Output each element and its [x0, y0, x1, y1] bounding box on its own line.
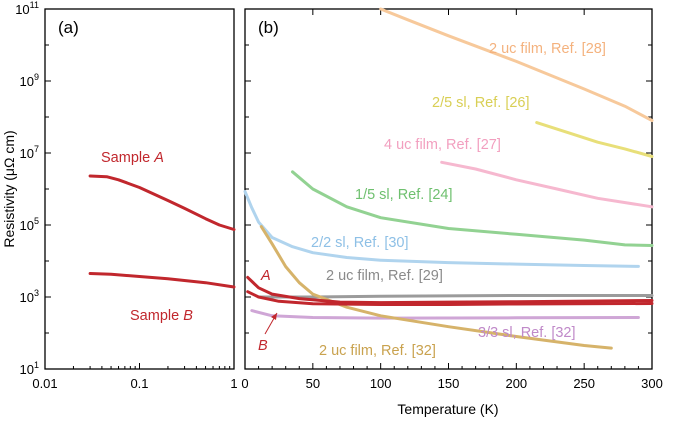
panel-a-series-line-0: [88, 174, 236, 231]
label-film-ref29: 2 uc film, Ref. [29]: [326, 268, 443, 284]
y-tick-label: 105: [20, 216, 39, 233]
sample-b-label-panel-a: Sample B: [130, 308, 193, 324]
panel-b-series: [243, 7, 654, 350]
panel-b-ref-series-line-6: [250, 309, 640, 320]
x-tick-label-b: 50: [306, 376, 320, 391]
panel-b-ref-series-line-1: [535, 121, 654, 158]
panel-a-label: (a): [58, 18, 79, 37]
sample-b-pointer-arrowhead: [271, 313, 277, 320]
y-tick-label: 101: [20, 360, 39, 377]
panel-a-ticks: 101 103 105 107 109 1011 0.01 0.1 1: [15, 0, 652, 391]
x-tick-label-a: 0.01: [32, 376, 57, 391]
y-tick-label: 107: [20, 144, 39, 161]
panel-b-ref-series-line-4: [243, 190, 640, 268]
label-sample-a-panel-b: A: [260, 268, 271, 284]
y-tick-label: 1011: [15, 0, 39, 17]
panel-b-sample-series-line-1: [246, 290, 654, 306]
x-tick-label-b: 100: [370, 376, 392, 391]
panel-b-ref-series-line-3: [291, 170, 654, 247]
panel-b-ref-series-line-7: [259, 225, 613, 350]
sample-a-label-panel-a: Sample A: [101, 150, 164, 166]
sample-b-prefix: Sample: [130, 308, 183, 324]
y-tick-label: 109: [20, 72, 39, 89]
sample-a-prefix: Sample: [101, 150, 154, 166]
x-tick-label-b: 150: [438, 376, 460, 391]
label-sl-ref24: 1/5 sl, Ref. [24]: [355, 187, 453, 203]
panel-b-ref-series-line-0: [379, 7, 654, 122]
label-sl-ref32: 3/3 sl, Ref. [32]: [478, 325, 576, 341]
panel-b-ref-series-line-2: [440, 160, 654, 209]
label-sl-ref30: 2/2 sl, Ref. [30]: [311, 235, 409, 251]
panel-b-label: (b): [258, 18, 279, 37]
y-tick-label: 103: [20, 288, 39, 305]
x-tick-label-a: 0.1: [130, 376, 148, 391]
x-tick-label-b: 0: [241, 376, 248, 391]
label-sl-ref26: 2/5 sl, Ref. [26]: [432, 95, 530, 111]
panel-a-series: [88, 174, 236, 289]
sample-a-letter: A: [153, 150, 164, 166]
x-tick-label-a: 1: [230, 376, 237, 391]
label-film-ref27: 4 uc film, Ref. [27]: [384, 137, 501, 153]
sample-b-letter: B: [183, 308, 193, 324]
panel-b-ticks: 0 50 100 150 200 250 300: [241, 9, 663, 391]
panel-b-sample-series-line-0: [246, 275, 654, 305]
x-tick-label-b: 200: [505, 376, 527, 391]
panel-a-series-line-1: [88, 272, 236, 289]
x-tick-label-b: 300: [641, 376, 663, 391]
y-axis-title: Resistivity (μΩ cm): [1, 130, 17, 247]
x-tick-label-b: 250: [573, 376, 595, 391]
label-film-ref28: 2 uc film, Ref. [28]: [489, 41, 606, 57]
x-axis-title: Temperature (K): [397, 401, 498, 417]
label-film-ref32: 2 uc film, Ref. [32]: [319, 343, 436, 359]
label-sample-b-panel-b: B: [258, 338, 268, 354]
